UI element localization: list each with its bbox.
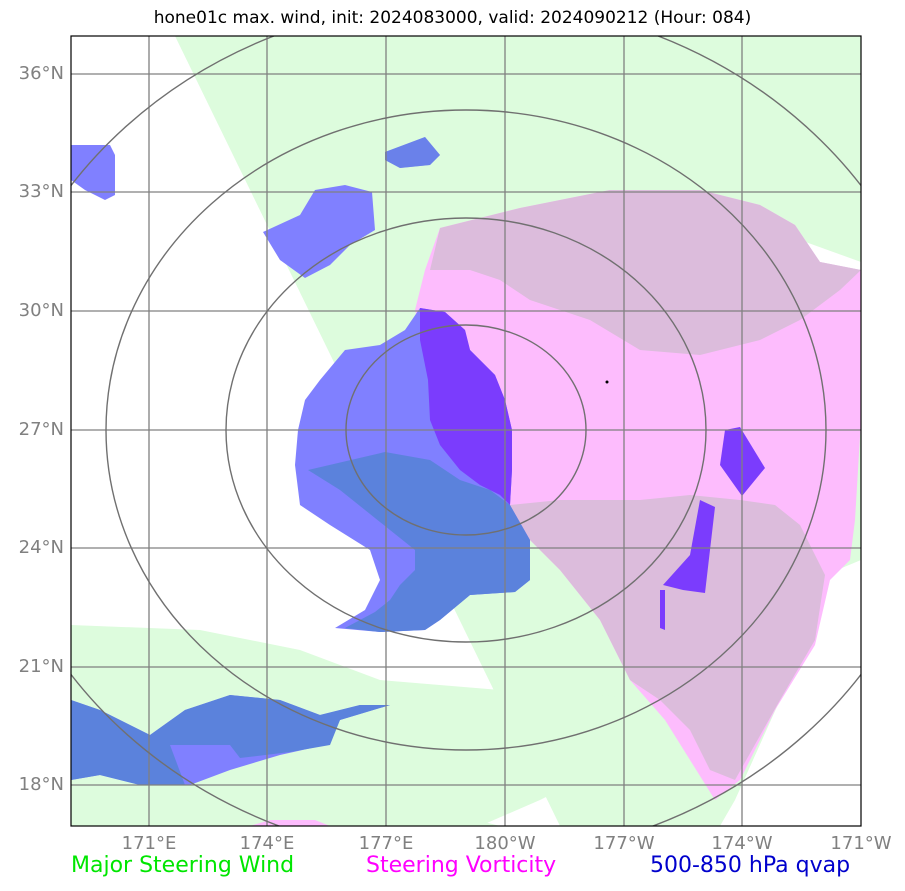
lon-label-174w: 174°W [711,833,773,854]
legend-steering-wind: Major Steering Wind [71,853,295,878]
storm-center-marker [605,380,609,384]
graticule [71,36,861,826]
legend-steering-vorticity: Steering Vorticity [366,853,557,878]
lat-label-18: 18°N [18,774,64,795]
lon-label-180w: 180°W [474,833,536,854]
lat-label-27: 27°N [18,419,64,440]
range-ring-3 [105,109,827,751]
lat-label-36: 36°N [18,63,64,84]
lat-label-24: 24°N [18,537,64,558]
lon-label-171w: 171°W [830,833,892,854]
map-title: hone01c max. wind, init: 2024083000, val… [153,8,752,28]
range-rings [71,36,861,826]
lat-label-21: 21°N [18,656,64,677]
qvap-area [71,137,765,785]
range-ring-1 [345,324,587,536]
wind-vorticity-overlap [430,190,861,780]
lon-label-171e: 171°E [121,833,177,854]
lon-label-177w: 177°W [593,833,655,854]
map-frame [70,35,862,827]
lon-label-177e: 177°E [358,833,414,854]
range-ring-2 [225,217,707,643]
lat-label-33: 33°N [18,181,64,202]
lat-label-30: 30°N [18,300,64,321]
lon-label-174e: 174°E [239,833,295,854]
legend-qvap: 500-850 hPa qvap [650,853,851,878]
